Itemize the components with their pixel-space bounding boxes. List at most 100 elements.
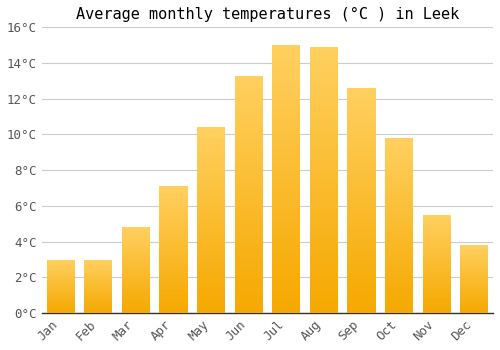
Bar (422, 293, 451, 294)
Bar (160, 206, 188, 208)
Bar (310, 246, 338, 249)
Bar (234, 130, 262, 133)
Bar (422, 239, 451, 240)
Bar (385, 301, 413, 303)
Bar (310, 156, 338, 159)
Bar (385, 138, 413, 140)
Bar (348, 90, 376, 92)
Bar (272, 254, 300, 257)
Bar (310, 167, 338, 169)
Bar (46, 261, 74, 262)
Bar (272, 214, 300, 217)
Bar (272, 144, 300, 147)
Bar (348, 270, 376, 273)
Bar (197, 164, 225, 166)
Bar (160, 193, 188, 194)
Bar (422, 270, 451, 271)
Bar (272, 168, 300, 171)
Bar (385, 213, 413, 215)
Bar (422, 268, 451, 269)
Bar (272, 211, 300, 214)
Bar (385, 189, 413, 190)
Bar (272, 201, 300, 203)
Bar (422, 292, 451, 293)
Bar (385, 236, 413, 238)
Bar (122, 287, 150, 288)
Bar (422, 295, 451, 296)
Bar (122, 246, 150, 247)
Bar (234, 187, 262, 190)
Bar (422, 251, 451, 252)
Bar (84, 290, 112, 291)
Bar (122, 244, 150, 245)
Bar (197, 250, 225, 252)
Bar (348, 266, 376, 268)
Bar (348, 228, 376, 230)
Bar (422, 277, 451, 278)
Bar (348, 205, 376, 207)
Bar (84, 275, 112, 276)
Bar (197, 168, 225, 170)
Bar (460, 254, 488, 255)
Bar (197, 153, 225, 155)
Bar (310, 196, 338, 199)
Bar (122, 293, 150, 294)
Bar (122, 248, 150, 249)
Bar (160, 257, 188, 259)
Bar (122, 237, 150, 238)
Bar (234, 185, 262, 187)
Bar (310, 143, 338, 145)
Bar (272, 278, 300, 281)
Bar (122, 242, 150, 243)
Bar (160, 247, 188, 248)
Bar (234, 159, 262, 161)
Bar (160, 273, 188, 274)
Bar (46, 266, 74, 267)
Bar (84, 282, 112, 283)
Bar (460, 304, 488, 305)
Bar (310, 145, 338, 148)
Bar (348, 117, 376, 120)
Bar (272, 265, 300, 267)
Bar (422, 248, 451, 249)
Bar (46, 259, 74, 260)
Bar (122, 288, 150, 289)
Bar (122, 278, 150, 279)
Bar (122, 233, 150, 234)
Bar (460, 297, 488, 298)
Bar (310, 68, 338, 71)
Bar (310, 47, 338, 50)
Bar (272, 275, 300, 278)
Bar (272, 300, 300, 302)
Bar (385, 204, 413, 206)
Bar (234, 306, 262, 308)
Bar (160, 202, 188, 203)
Bar (46, 278, 74, 279)
Bar (272, 80, 300, 83)
Bar (197, 259, 225, 261)
Bar (197, 224, 225, 226)
Bar (310, 294, 338, 297)
Bar (422, 226, 451, 227)
Bar (46, 312, 74, 313)
Bar (197, 231, 225, 233)
Bar (122, 266, 150, 267)
Bar (422, 269, 451, 270)
Bar (272, 209, 300, 211)
Bar (197, 198, 225, 200)
Bar (348, 201, 376, 203)
Bar (84, 306, 112, 307)
Bar (460, 281, 488, 282)
Bar (272, 85, 300, 88)
Bar (422, 219, 451, 220)
Bar (122, 274, 150, 275)
Bar (272, 120, 300, 123)
Bar (84, 299, 112, 300)
Bar (272, 284, 300, 286)
Bar (84, 295, 112, 296)
Bar (234, 121, 262, 123)
Bar (422, 290, 451, 292)
Bar (84, 276, 112, 277)
Bar (197, 300, 225, 302)
Bar (122, 259, 150, 260)
